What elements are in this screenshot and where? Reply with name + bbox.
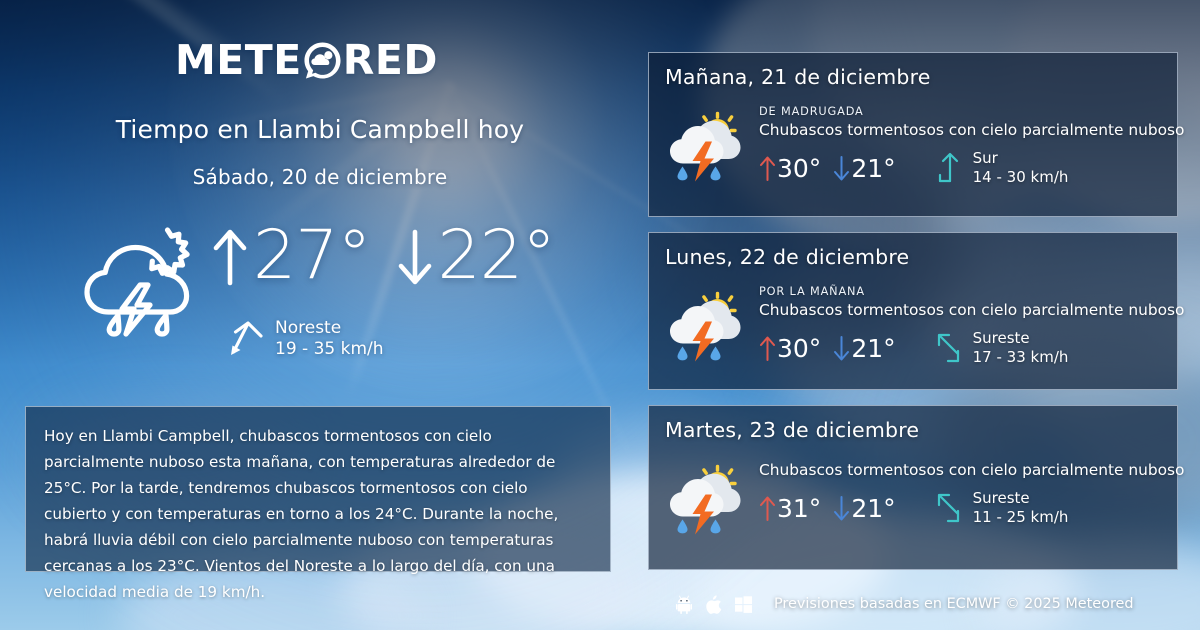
forecast-min-temp-value: 21° — [851, 493, 896, 523]
forecast-condition: Chubascos tormentosos con cielo parcialm… — [759, 121, 1185, 139]
arrow-down-icon — [834, 155, 850, 181]
forecast-time-of-day: POR LA MAÑANA — [759, 285, 865, 298]
arrow-down-icon — [834, 335, 850, 361]
forecast-min-temp-value: 21° — [851, 333, 896, 363]
forecast-wind-speed: 17 - 33 km/h — [972, 348, 1069, 367]
forecast-temperatures: 31° 21° — [759, 495, 896, 522]
forecast-cards-list: Mañana, 21 de diciembre — [648, 0, 1200, 630]
wind-direction-northwest-arrow-icon — [937, 334, 959, 363]
forecast-card[interactable]: Martes, 23 de diciembre — [648, 405, 1185, 570]
thunderstorm-sun-rain-icon — [669, 111, 741, 183]
today-max-temp: 27° — [210, 216, 372, 295]
forecast-wind-direction: Sureste — [972, 329, 1030, 348]
forecast-card-title: Lunes, 22 de diciembre — [665, 245, 910, 269]
wind-direction-southwest-arrow-icon — [231, 321, 263, 356]
forecast-max-temp-value: 31° — [777, 493, 822, 523]
wind-direction-north-arrow-icon — [938, 153, 958, 183]
footer-credit: Previsiones basadas en ECMWF © 2025 Mete… — [774, 596, 1134, 612]
today-wind-direction: Noreste — [275, 318, 342, 338]
forecast-temperatures: 30° 21° — [759, 335, 896, 362]
footer: Previsiones basadas en ECMWF © 2025 Mete… — [648, 590, 1200, 618]
today-wind-speed: 19 - 35 km/h — [275, 339, 384, 360]
today-summary-row: 27° 22° — [0, 216, 640, 378]
thunderstorm-sun-rain-icon — [669, 464, 741, 536]
forecast-card-title: Martes, 23 de diciembre — [665, 418, 920, 442]
platform-icons — [676, 594, 752, 614]
arrow-down-icon — [398, 229, 431, 285]
forecast-card-title: Mañana, 21 de diciembre — [665, 65, 931, 89]
thunderstorm-sun-rain-icon — [72, 226, 202, 338]
forecast-min-temp: 21° — [833, 493, 896, 523]
forecast-time-of-day: DE MADRUGADA — [759, 105, 864, 118]
today-wind: Noreste 19 - 35 km/h — [228, 318, 384, 361]
forecast-min-temp: 21° — [833, 153, 896, 183]
forecast-max-temp-value: 30° — [777, 153, 822, 183]
today-panel: METE RED Tiempo en Llambi Campbell hoy S… — [0, 40, 640, 601]
forecast-condition: Chubascos tormentosos con cielo parcialm… — [759, 301, 1185, 319]
forecast-wind: Sureste 17 - 33 km/h — [934, 329, 1069, 367]
forecast-wind-direction: Sureste — [972, 489, 1030, 508]
forecast-max-temp: 31° — [759, 495, 821, 522]
forecast-wind: Sur 14 - 30 km/h — [934, 149, 1069, 187]
wind-direction-northwest-arrow-icon — [937, 494, 959, 523]
today-min-temp: 22° — [395, 216, 557, 295]
today-temperatures: 27° 22° — [210, 216, 557, 295]
meteored-logo[interactable]: METE RED — [175, 40, 438, 81]
today-max-temp-value: 27° — [253, 216, 372, 295]
arrow-up-icon — [760, 496, 775, 521]
forecast-max-temp: 30° — [759, 335, 821, 362]
forecast-min-temp-value: 21° — [851, 153, 896, 183]
forecast-card[interactable]: Mañana, 21 de diciembre — [648, 52, 1185, 217]
forecast-max-temp: 30° — [759, 155, 821, 182]
arrow-up-icon — [213, 229, 247, 286]
forecast-wind: Sureste 11 - 25 km/h — [934, 489, 1069, 527]
today-min-temp-value: 22° — [437, 216, 557, 295]
windows-icon[interactable] — [735, 595, 752, 613]
forecast-min-temp: 21° — [833, 333, 896, 363]
cloud-sun-bubble-icon — [303, 41, 342, 80]
forecast-card[interactable]: Lunes, 22 de diciembre — [648, 232, 1185, 390]
logo-text-before: METE — [175, 36, 302, 84]
page-title: Tiempo en Llambi Campbell hoy — [115, 115, 525, 144]
arrow-down-icon — [834, 495, 850, 521]
forecast-wind-speed: 14 - 30 km/h — [972, 168, 1069, 187]
forecast-wind-speed: 11 - 25 km/h — [972, 508, 1069, 527]
arrow-up-icon — [760, 156, 775, 181]
forecast-temperatures: 30° 21° — [759, 155, 896, 182]
forecast-wind-direction: Sur — [972, 149, 998, 168]
forecast-max-temp-value: 30° — [777, 333, 822, 363]
thunderstorm-sun-rain-icon — [669, 291, 741, 363]
arrow-up-icon — [760, 336, 775, 361]
daily-summary-text: Hoy en Llambi Campbell, chubascos tormen… — [44, 427, 559, 601]
logo-text-after: RED — [342, 36, 438, 84]
android-icon[interactable] — [676, 595, 693, 614]
forecast-condition: Chubascos tormentosos con cielo parcialm… — [759, 461, 1185, 479]
apple-icon[interactable] — [706, 594, 722, 614]
current-date: Sábado, 20 de diciembre — [192, 165, 448, 189]
daily-summary-panel: Hoy en Llambi Campbell, chubascos tormen… — [25, 406, 611, 601]
